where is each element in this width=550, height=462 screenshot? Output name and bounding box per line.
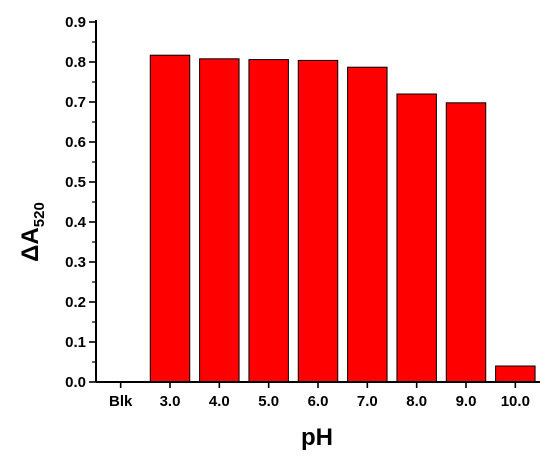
x-tick-label: 10.0	[501, 393, 530, 410]
x-tick-label: 8.0	[406, 393, 427, 410]
y-tick-label: 0.8	[65, 54, 86, 71]
y-tick-label: 0.4	[65, 214, 87, 231]
y-tick-label: 0.6	[65, 134, 86, 151]
x-axis-title: pH	[301, 424, 333, 451]
bar-5.0	[248, 59, 289, 383]
bar-8.0	[396, 93, 437, 383]
labels-layer: 0.0 0.1 0.2 0.3 0.4 0.5 0.6 0.7 0.8 0.9 Blk 3.0 4.0 5…	[65, 14, 530, 410]
y-axis-title: ΔA520	[17, 202, 48, 262]
bar-7.0	[347, 66, 388, 383]
y-tick-label: 0.3	[65, 254, 86, 271]
y-tick-label: 0.0	[65, 374, 86, 391]
y-tick-label: 0.1	[65, 334, 86, 351]
bar-3.0	[149, 54, 191, 383]
bar-4.0	[199, 58, 240, 383]
x-tick-label: 7.0	[357, 393, 378, 410]
y-axis-title-main: ΔA	[17, 227, 44, 262]
x-tick-label: Blk	[109, 393, 133, 410]
x-tick-label: 9.0	[456, 393, 477, 410]
bars-layer	[149, 54, 536, 383]
x-tick-label: 6.0	[308, 393, 329, 410]
bar-10.0	[495, 365, 536, 383]
y-axis-title-subscript: 520	[31, 202, 48, 227]
bar-9.0	[445, 102, 487, 383]
x-tick-label: 5.0	[258, 393, 279, 410]
x-tick-label: 3.0	[160, 393, 181, 410]
bar-6.0	[297, 59, 339, 383]
y-tick-label: 0.7	[65, 94, 86, 111]
y-tick-label: 0.2	[65, 294, 86, 311]
y-tick-label: 0.9	[65, 14, 86, 31]
y-tick-label: 0.5	[65, 174, 86, 191]
ticks-layer	[89, 21, 517, 388]
x-tick-label: 4.0	[209, 393, 230, 410]
